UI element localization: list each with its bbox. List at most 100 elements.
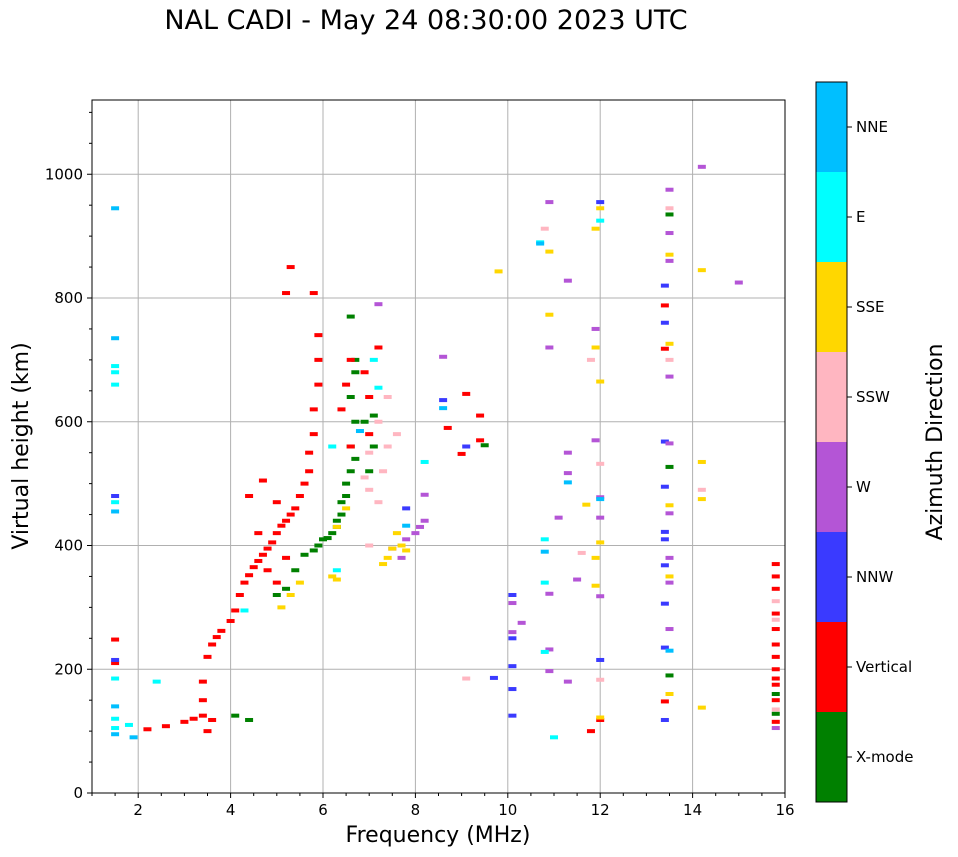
colorbar-category-label: X-mode (856, 748, 913, 766)
data-point-vertical (476, 413, 485, 418)
data-point-e (540, 649, 549, 654)
data-point-w (397, 555, 406, 560)
data-point-nnw (508, 713, 517, 718)
data-point-nnw (596, 200, 605, 205)
data-point-sse (494, 269, 503, 274)
data-point-x-mode (337, 500, 346, 505)
colorbar-category-label: Vertical (856, 658, 912, 676)
data-point-sse (328, 574, 337, 579)
data-point-sse (332, 524, 341, 529)
colorbar-swatch (816, 442, 847, 532)
data-point-nne (111, 509, 120, 514)
data-point-e (124, 722, 133, 727)
data-point-vertical (286, 265, 295, 270)
data-point-nnw (402, 506, 411, 511)
data-point-nne (129, 735, 138, 740)
y-axis-label: Virtual height (km) (9, 342, 34, 549)
data-point-vertical (309, 432, 318, 437)
data-point-nnw (660, 601, 669, 606)
data-point-sse (402, 548, 411, 553)
data-point-ssw (392, 432, 401, 437)
data-point-e (596, 218, 605, 223)
data-point-x-mode (309, 548, 318, 553)
data-point-e (111, 676, 120, 681)
data-point-vertical (245, 573, 254, 578)
data-point-ssw (365, 543, 374, 548)
data-point-sse (388, 546, 397, 551)
data-point-vertical (217, 628, 226, 633)
data-point-w (545, 345, 554, 350)
x-axis-label: Frequency (MHz) (346, 823, 531, 848)
data-point-e (111, 500, 120, 505)
colorbar-swatch (816, 622, 847, 712)
data-point-x-mode (346, 469, 355, 474)
data-point-vertical (360, 370, 369, 375)
data-point-e (111, 716, 120, 721)
data-point-vertical (198, 698, 207, 703)
data-point-x-mode (319, 537, 327, 542)
data-point-nnw (439, 398, 448, 403)
data-point-vertical (309, 291, 318, 296)
data-point-w (665, 580, 674, 585)
colorbar-swatch (816, 262, 847, 352)
data-point-w (420, 492, 429, 497)
data-point-vertical (771, 627, 780, 632)
data-point-w (665, 258, 674, 263)
data-point-vertical (771, 574, 780, 579)
data-point-w (596, 515, 605, 520)
data-point-nnw (508, 664, 517, 669)
data-point-w (665, 374, 674, 379)
data-point-w (563, 471, 572, 476)
data-point-e (374, 385, 383, 390)
data-point-x-mode (342, 481, 351, 486)
data-point-vertical (374, 345, 383, 350)
data-point-sse (383, 555, 392, 560)
data-point-x-mode (351, 419, 360, 424)
data-point-vertical (476, 438, 485, 443)
data-point-e (420, 459, 429, 464)
colorbar-swatch (816, 532, 847, 622)
data-point-vertical (249, 565, 258, 570)
data-point-x-mode (346, 314, 355, 319)
data-point-ssw (374, 419, 383, 424)
data-point-vertical (771, 642, 780, 647)
data-point-vertical (771, 586, 780, 591)
data-point-w (508, 630, 517, 635)
data-point-w (665, 441, 674, 446)
x-tick-label: 16 (775, 801, 794, 819)
data-point-x-mode (332, 518, 341, 523)
data-point-x-mode (272, 593, 281, 597)
data-point-x-mode (365, 469, 374, 474)
data-point-vertical (443, 425, 452, 430)
data-point-vertical (111, 661, 120, 666)
data-point-sse (392, 531, 401, 536)
data-point-sse (665, 692, 674, 696)
data-point-w (416, 524, 425, 529)
colorbar-category-label: SSW (856, 388, 890, 406)
data-point-vertical (771, 682, 780, 687)
data-point-vertical (314, 333, 323, 338)
data-point-sse (665, 574, 674, 579)
data-point-sse (342, 506, 351, 511)
data-point-nnw (508, 593, 517, 597)
data-point-vertical (771, 676, 780, 681)
data-point-w (734, 280, 743, 285)
data-point-e (111, 726, 120, 731)
data-point-vertical (226, 618, 235, 623)
data-point-x-mode (231, 713, 240, 718)
data-point-vertical (198, 713, 207, 718)
data-point-vertical (254, 558, 263, 563)
data-point-ssw (365, 450, 374, 455)
data-point-nne (111, 336, 120, 341)
colorbar-category-label: SSE (856, 298, 885, 316)
data-point-w (439, 354, 448, 359)
chart-title: NAL CADI - May 24 08:30:00 2023 UTC (164, 5, 688, 36)
data-point-nne (665, 648, 674, 653)
data-point-ssw (771, 617, 780, 622)
data-point-w (596, 594, 605, 599)
data-point-vertical (305, 469, 314, 474)
data-point-vertical (143, 727, 152, 732)
data-point-ssw (771, 599, 780, 604)
x-tick-label: 14 (683, 801, 702, 819)
data-point-vertical (346, 357, 355, 362)
